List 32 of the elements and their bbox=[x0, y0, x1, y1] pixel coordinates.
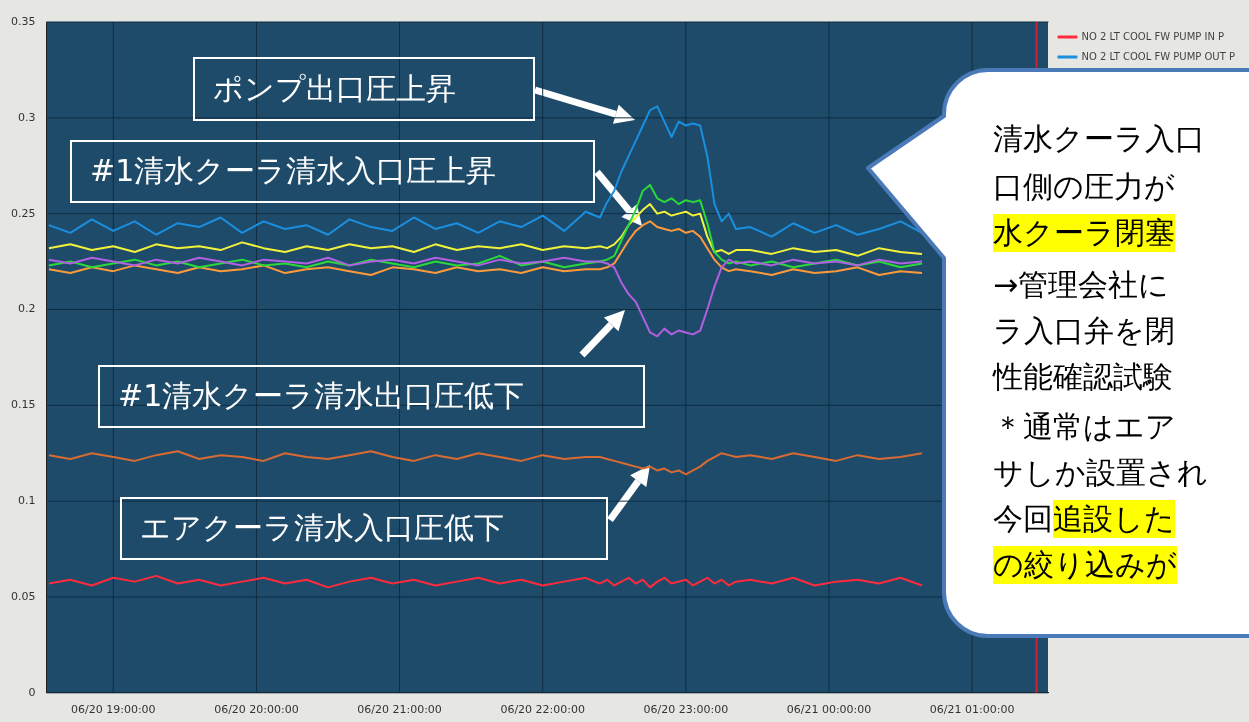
annotation: ラ入口弁を閉 bbox=[993, 312, 1175, 350]
x-tick-label: 06/20 23:00:00 bbox=[643, 703, 729, 717]
x-tick-label: 06/20 22:00:00 bbox=[500, 703, 586, 717]
x-tick-label: 06/20 19:00:00 bbox=[70, 703, 156, 717]
x-tick-label: 06/21 01:00:00 bbox=[929, 703, 1015, 717]
annotation: サしか設置され bbox=[993, 454, 1208, 492]
annotation: →管理会社に bbox=[993, 266, 1170, 304]
y-tick-label: 0.2 bbox=[17, 302, 36, 316]
annotation: の絞り込みが bbox=[993, 546, 1177, 584]
x-tick-label: 06/20 20:00:00 bbox=[214, 703, 299, 717]
annotation: 清水クーラ入口 bbox=[993, 120, 1205, 158]
x-tick-label: 06/21 00:00:00 bbox=[786, 703, 872, 717]
legend-label: NO 2 LT COOL FW PUMP IN P bbox=[1081, 30, 1225, 42]
y-tick-label: 0.05 bbox=[10, 589, 36, 603]
y-tick-label: 0.1 bbox=[17, 494, 36, 507]
y-tick-label: 0.25 bbox=[10, 206, 36, 220]
annotation: #1清水クーラ清水入口圧上昇 bbox=[70, 140, 595, 203]
y-tick-label: 0 bbox=[28, 685, 36, 699]
y-tick-label: 0.3 bbox=[17, 110, 36, 124]
annotation: 口側の圧力が bbox=[993, 168, 1175, 206]
annotation: 水クーラ閉塞 bbox=[993, 214, 1175, 252]
legend-label: NO 2 LT COOL FW PUMP OUT P bbox=[1081, 50, 1236, 62]
y-tick-label: 0.15 bbox=[10, 398, 36, 412]
y-tick-label: 0.35 bbox=[10, 14, 36, 28]
text: 追設した bbox=[1053, 500, 1175, 538]
x-tick-label: 06/20 21:00:00 bbox=[357, 703, 442, 717]
annotation: エアクーラ清水入口圧低下 bbox=[120, 497, 608, 560]
annotation: 性能確認試験 bbox=[993, 358, 1173, 396]
annotation: 今回 bbox=[993, 500, 1053, 538]
annotation: ポンプ出口圧上昇 bbox=[193, 57, 535, 121]
annotation: ＊通常はエア bbox=[993, 408, 1176, 446]
annotation: #1清水クーラ清水出口圧低下 bbox=[98, 365, 645, 428]
